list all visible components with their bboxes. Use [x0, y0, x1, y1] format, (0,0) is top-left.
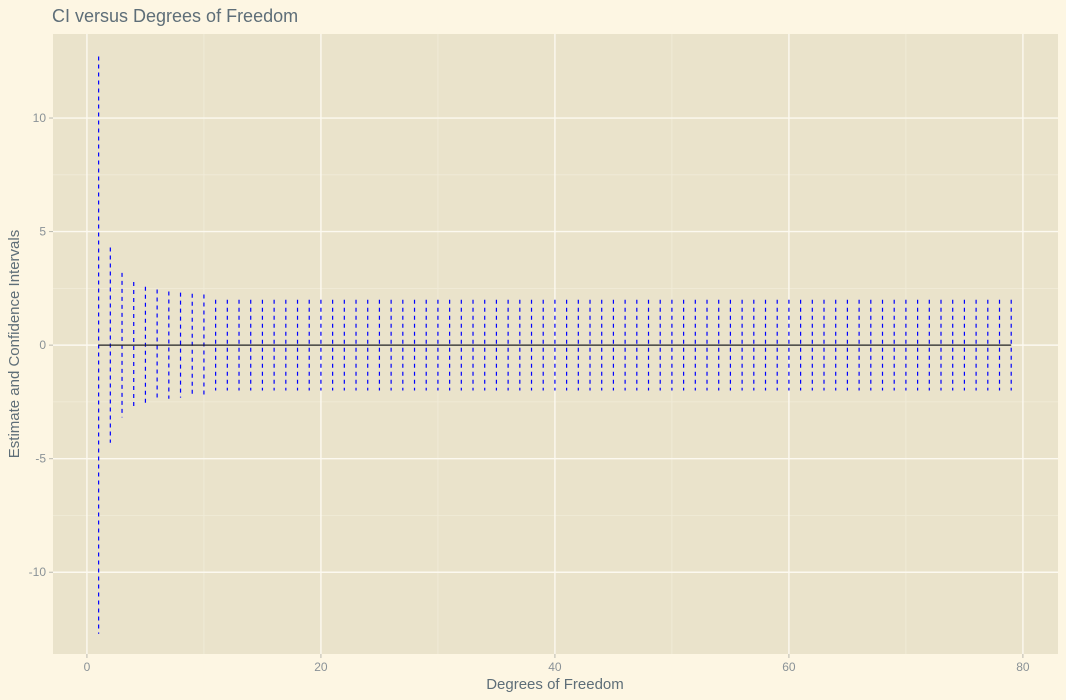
y-tick-label: 0 [39, 338, 46, 352]
y-tick-label: 10 [33, 111, 47, 125]
x-tick-label: 80 [1016, 660, 1030, 674]
chart-title: CI versus Degrees of Freedom [52, 6, 298, 26]
y-axis-title: Estimate and Confidence Intervals [6, 230, 23, 458]
x-tick-label: 20 [314, 660, 328, 674]
x-tick-label: 0 [84, 660, 91, 674]
y-tick-label: -10 [29, 565, 47, 579]
y-tick-label: -5 [35, 452, 46, 466]
confidence-intervals [98, 56, 1012, 634]
y-axis-ticks: -10 -5 0 5 10 [29, 111, 53, 579]
x-axis-title: Degrees of Freedom [486, 676, 624, 693]
y-tick-label: 5 [39, 225, 46, 239]
x-tick-label: 40 [548, 660, 562, 674]
x-tick-label: 60 [782, 660, 796, 674]
x-axis-ticks: 0 20 40 60 80 [84, 654, 1030, 674]
